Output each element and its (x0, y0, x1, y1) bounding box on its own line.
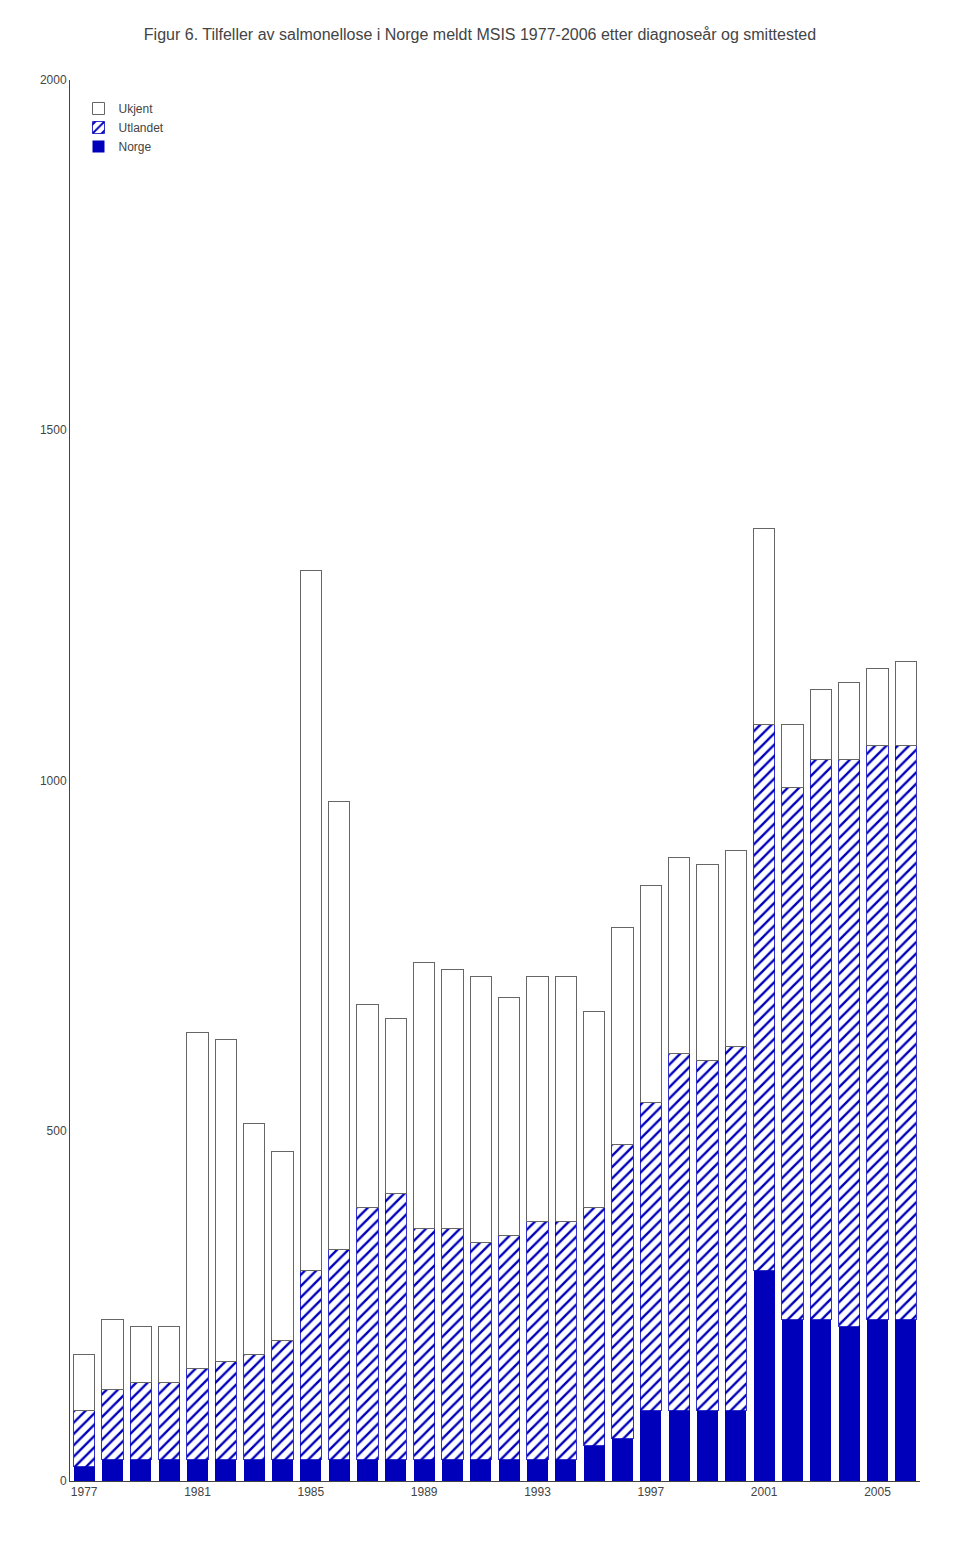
svg-text:1977: 1977 (71, 1485, 98, 1499)
svg-text:Figur 6. Tilfeller av salmonel: Figur 6. Tilfeller av salmonellose i Nor… (144, 26, 816, 43)
svg-text:500: 500 (47, 1124, 67, 1138)
svg-text:1500: 1500 (40, 423, 67, 437)
svg-text:0: 0 (60, 1474, 67, 1488)
svg-text:Norge: Norge (119, 140, 152, 154)
svg-text:1000: 1000 (40, 774, 67, 788)
svg-text:1981: 1981 (184, 1485, 211, 1499)
svg-text:Utlandet: Utlandet (119, 121, 164, 135)
svg-text:Ukjent: Ukjent (119, 102, 154, 116)
svg-text:1997: 1997 (637, 1485, 664, 1499)
svg-text:1993: 1993 (524, 1485, 551, 1499)
svg-text:1989: 1989 (411, 1485, 438, 1499)
svg-text:2005: 2005 (864, 1485, 891, 1499)
svg-text:2000: 2000 (40, 73, 67, 87)
svg-text:2001: 2001 (751, 1485, 778, 1499)
svg-text:1985: 1985 (297, 1485, 324, 1499)
